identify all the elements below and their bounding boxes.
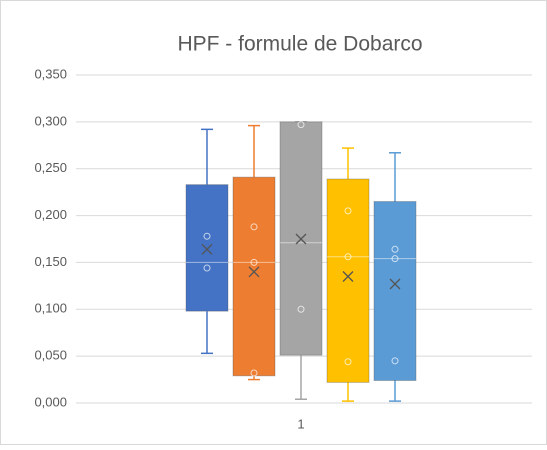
point bbox=[250, 369, 258, 377]
point bbox=[391, 357, 399, 365]
mean-marker bbox=[201, 243, 213, 255]
y-tick-label: 0,150 bbox=[34, 254, 67, 269]
mean-marker bbox=[295, 233, 307, 245]
point bbox=[391, 245, 399, 253]
chart-title: HPF - formule de Dobarco bbox=[177, 33, 422, 56]
point bbox=[344, 253, 352, 261]
y-tick-label: 0,200 bbox=[34, 207, 67, 222]
mean-marker bbox=[248, 266, 260, 278]
box bbox=[326, 178, 370, 383]
box bbox=[232, 176, 276, 377]
point bbox=[391, 255, 399, 263]
box bbox=[185, 184, 229, 312]
y-tick-label: 0,050 bbox=[34, 348, 67, 363]
y-tick-label: 0,100 bbox=[34, 301, 67, 316]
box bbox=[373, 201, 417, 382]
y-tick-label: 0,350 bbox=[34, 66, 67, 81]
y-tick-label: 0,250 bbox=[34, 160, 67, 175]
y-tick-label: 0,000 bbox=[34, 394, 67, 409]
point bbox=[203, 264, 211, 272]
point bbox=[344, 207, 352, 215]
point bbox=[250, 223, 258, 231]
y-tick-label: 0,300 bbox=[34, 113, 67, 128]
x-tick-label: 1 bbox=[297, 416, 304, 431]
point bbox=[344, 358, 352, 366]
point bbox=[250, 258, 258, 266]
point bbox=[297, 305, 305, 313]
mean-marker bbox=[342, 271, 354, 282]
point bbox=[203, 232, 211, 240]
mean-marker bbox=[389, 278, 401, 290]
point bbox=[297, 121, 305, 129]
